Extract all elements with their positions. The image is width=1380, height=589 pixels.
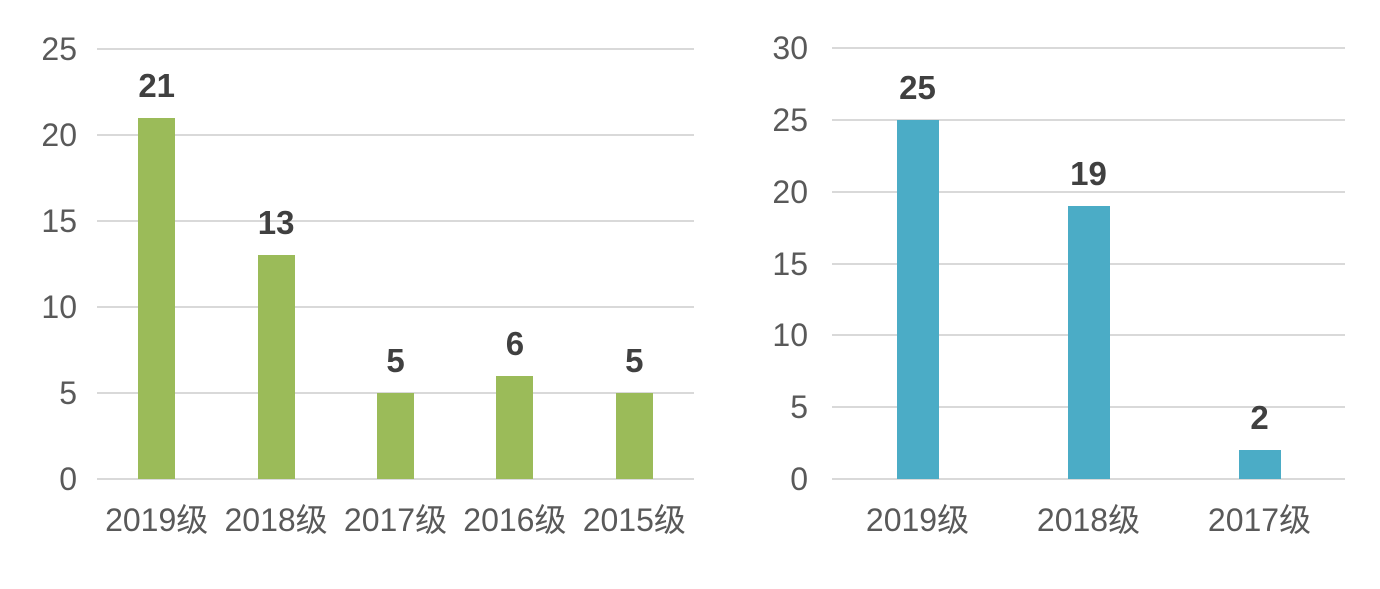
x-axis-category-label: 2017级: [1207, 502, 1312, 538]
y-axis-tick-label: 20: [41, 117, 77, 153]
gridline: [832, 478, 1345, 480]
gridline: [832, 47, 1345, 49]
y-axis-tick-label: 25: [41, 31, 77, 67]
gridline: [97, 478, 694, 480]
x-axis-category-label: 2017级: [343, 502, 448, 538]
x-axis-category-label: 2015级: [582, 502, 686, 538]
gridline: [832, 118, 1345, 121]
x-axis-category-label: 2018级: [224, 502, 328, 538]
gridline: [832, 190, 1345, 193]
bar-value-label: 25: [899, 68, 936, 106]
y-axis-tick-label: 20: [772, 173, 808, 210]
y-axis-tick-label: 10: [41, 289, 77, 325]
y-axis-tick-label: 0: [59, 461, 77, 497]
x-axis-category-label: 2016级: [463, 502, 567, 538]
y-axis-tick-label: 5: [790, 389, 808, 426]
gridline: [97, 220, 694, 222]
x-axis-category-label: 2019级: [865, 502, 970, 538]
bar-value-label: 19: [1070, 155, 1107, 193]
bar-value-label: 6: [505, 324, 525, 362]
bar: [138, 117, 176, 479]
bar-value-label: 5: [386, 342, 405, 379]
bar-value-label: 2: [1250, 399, 1269, 437]
y-axis-tick-label: 25: [772, 101, 808, 138]
y-axis-tick-label: 15: [772, 245, 808, 282]
bar: [896, 119, 939, 479]
gridline: [97, 48, 694, 50]
y-axis-tick-label: 5: [59, 375, 77, 411]
x-axis-category-label: 2018级: [1036, 502, 1141, 538]
y-axis-tick-label: 15: [41, 203, 77, 239]
y-axis-tick-label: 30: [772, 30, 808, 66]
bar-value-label: 13: [257, 204, 295, 242]
y-axis-tick-label: 0: [790, 461, 808, 497]
bar: [1238, 450, 1281, 479]
bar-value-label: 5: [625, 342, 644, 379]
x-axis-category-label: 2019级: [105, 502, 209, 538]
bar: [257, 255, 295, 479]
y-axis-tick-label: 10: [772, 317, 808, 354]
bar: [1067, 206, 1110, 479]
gridline: [97, 306, 694, 308]
bar-value-label: 21: [138, 66, 176, 104]
gridline: [97, 134, 694, 136]
bar: [496, 375, 534, 479]
bar: [377, 393, 414, 479]
bar: [615, 393, 653, 479]
